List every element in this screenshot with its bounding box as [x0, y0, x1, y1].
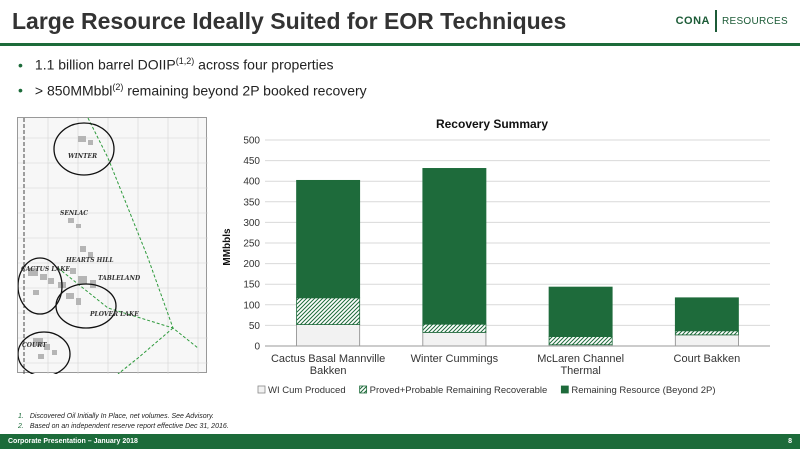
map-label-senlac: SENLAC [60, 210, 88, 217]
map-label-winter: WINTER [68, 153, 97, 160]
bar-segment [296, 179, 361, 299]
legend-swatch [560, 385, 569, 394]
bar-segment [548, 286, 613, 337]
y-tick-label: 250 [243, 239, 260, 250]
bullet-text: > 850MMbbl(2) remaining beyond 2P booked… [34, 81, 367, 99]
footer-text: Corporate Presentation – January 2018 [8, 438, 138, 445]
chart-svg: Recovery Summary 0 50 100 150 200 250 300 350 40… [222, 117, 770, 396]
company-logo: CONA RESOURCES [676, 6, 788, 36]
map-pipeline [87, 117, 174, 329]
y-tick-label: 450 [243, 156, 260, 167]
x-tick-label: Cactus Basal Mannville [271, 353, 385, 365]
bullet-dot-icon: • [18, 82, 23, 99]
chart-title: Recovery Summary [436, 117, 548, 131]
bullet-list: • 1.1 billion barrel DOIIP(1,2) across f… [18, 56, 367, 107]
logo-divider [714, 10, 717, 32]
bullet-item: • > 850MMbbl(2) remaining beyond 2P book… [18, 82, 367, 99]
bar-segment [674, 330, 739, 336]
y-tick-label: 150 [243, 280, 260, 291]
bar-segment [674, 297, 739, 332]
map-parcels [28, 136, 96, 359]
footer-bar: Corporate Presentation – January 2018 8 [0, 434, 800, 449]
map-label-plover-lake: PLOVER LAKE [89, 311, 139, 318]
legend-label: Proved+Probable Remaining Recoverable [370, 385, 548, 396]
bar-segment [548, 336, 613, 346]
x-tick-label: Court Bakken [674, 353, 741, 365]
y-tick-label: 200 [243, 259, 260, 270]
legend-swatch [359, 385, 368, 394]
footnote: 1. Discovered Oil Initially In Place, net… [18, 413, 214, 420]
y-tick-label: 500 [243, 136, 260, 147]
logo-resources: RESOURCES [721, 15, 788, 27]
map-label-tableland: TABLELAND [98, 275, 141, 282]
bullet-dot-icon: • [18, 56, 23, 73]
y-tick-label: 350 [243, 197, 260, 208]
x-tick-label: Bakken [310, 365, 347, 377]
y-axis-label: MMbbls [222, 228, 233, 266]
bar-segment [296, 297, 361, 325]
page-number: 8 [788, 438, 792, 445]
map-label-cactus-lake: CACTUS LAKE [21, 266, 70, 273]
property-map-svg: WINTER SENLAC HEARTS HILL CACTUS LAKE TA… [17, 117, 208, 377]
x-tick-label: Thermal [560, 365, 600, 377]
y-tick-label: 300 [243, 218, 260, 229]
bullet-text: 1.1 billion barrel DOIIP(1,2) across fou… [34, 56, 334, 73]
x-tick-label: Winter Cummings [411, 353, 499, 365]
bar-segment [296, 324, 361, 347]
bar-segment [422, 168, 487, 325]
x-tick-label: McLaren Channel [537, 353, 624, 365]
y-tick-label: 400 [243, 177, 260, 188]
bar-segment [422, 332, 487, 347]
bar-segment [422, 323, 487, 333]
y-tick-label: 50 [249, 321, 261, 332]
recovery-summary-chart: Recovery Summary 0 50 100 150 200 250 300 350 40… [215, 110, 800, 410]
bullet-item: • 1.1 billion barrel DOIIP(1,2) across f… [18, 56, 367, 73]
bar-segment [674, 334, 739, 347]
footnote: 2. Based on an independent reserve report… [18, 423, 229, 430]
map-pipeline [57, 267, 199, 349]
map-grid [18, 118, 208, 374]
legend-label: Remaining Resource (Beyond 2P) [571, 385, 715, 396]
map-pipeline [117, 327, 174, 375]
footnotes: 1. Discovered Oil Initially In Place, net… [18, 412, 229, 432]
title-rule [0, 43, 800, 46]
legend-label: WI Cum Produced [268, 385, 346, 396]
legend-swatch [257, 385, 266, 394]
map-label-hearts-hill: HEARTS HILL [65, 257, 114, 264]
property-map: WINTER SENLAC HEARTS HILL CACTUS LAKE TA… [17, 117, 208, 377]
y-tick-label: 100 [243, 300, 260, 311]
map-label-court: COURT [22, 342, 47, 349]
y-tick-label: 0 [254, 342, 260, 353]
logo-cona: CONA [675, 15, 710, 27]
slide-title: Large Resource Ideally Suited for EOR Te… [12, 8, 567, 34]
map-property-circles [17, 122, 117, 377]
